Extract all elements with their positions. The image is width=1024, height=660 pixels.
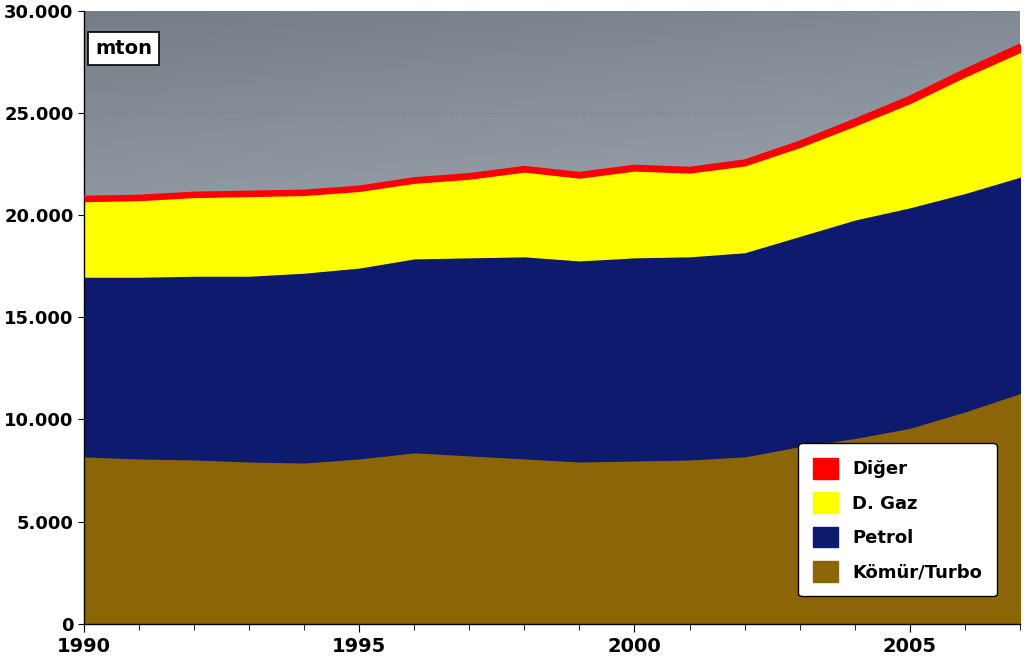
Text: mton: mton bbox=[95, 39, 153, 57]
Legend: Diğer, D. Gaz, Petrol, Kömür/Turbo: Diğer, D. Gaz, Petrol, Kömür/Turbo bbox=[799, 444, 996, 596]
